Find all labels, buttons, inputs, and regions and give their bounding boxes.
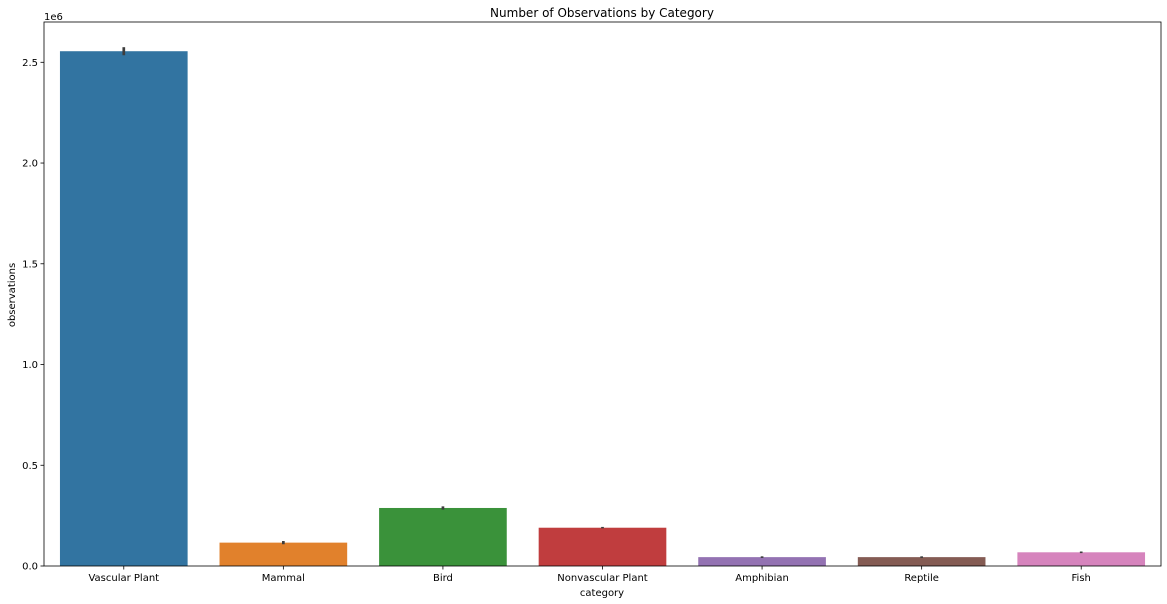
y-tick-label: 2.0: [22, 159, 38, 170]
x-tick-label: Mammal: [262, 573, 305, 584]
bars-group: [59, 51, 1146, 566]
x-tick-label: Bird: [433, 573, 453, 584]
y-tick-label: 0.0: [22, 562, 38, 573]
y-tick-label: 1.0: [22, 360, 38, 371]
y-tick-label: 2.5: [22, 58, 38, 69]
x-ticks-group: Vascular Plant Mammal Bird Nonvascular Plan…: [88, 566, 1091, 584]
y-axis-label: observations: [7, 263, 18, 327]
bar: [1017, 552, 1146, 566]
bar: [219, 542, 348, 566]
bar: [59, 51, 188, 566]
bar: [698, 557, 826, 566]
bar: [857, 557, 986, 566]
chart-title: Number of Observations by Category: [490, 6, 714, 20]
y-ticks-group: 0.0 0.5 1.0 1.5 2.0 2.5: [22, 58, 44, 573]
bar: [379, 507, 507, 566]
x-tick-label: Amphibian: [735, 573, 789, 584]
y-tick-label: 0.5: [22, 461, 38, 472]
x-axis-label: category: [580, 588, 624, 599]
error-bars-group: [122, 47, 1083, 558]
x-tick-label: Nonvascular Plant: [557, 573, 647, 584]
x-tick-label: Vascular Plant: [88, 573, 159, 584]
y-tick-label: 1.5: [22, 259, 38, 270]
x-tick-label: Fish: [1072, 573, 1091, 584]
y-offset-label: 1e6: [44, 12, 63, 23]
bar: [538, 527, 667, 566]
plot-frame: [43, 21, 1162, 567]
x-tick-label: Reptile: [904, 573, 939, 584]
